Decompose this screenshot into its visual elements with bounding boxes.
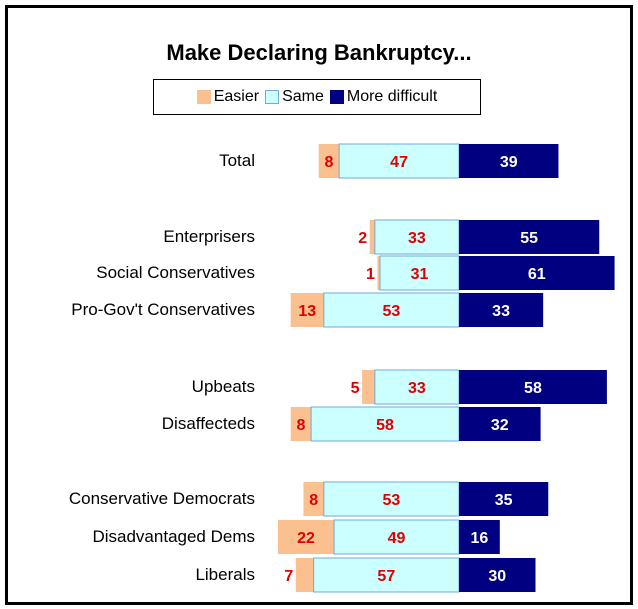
bar-more-difficult-conservative-democrats	[459, 482, 549, 516]
data-label-same-disaffecteds: 58	[376, 417, 394, 434]
category-label-social-conservatives: Social Conservatives	[96, 263, 255, 282]
data-label-same-pro-gov-t-conservatives: 53	[383, 303, 401, 320]
data-label-more-difficult-pro-gov-t-conservatives: 33	[492, 303, 510, 320]
data-label-easier-social-conservatives: 1	[366, 266, 375, 283]
data-label-more-difficult-disaffecteds: 32	[491, 417, 509, 434]
data-label-more-difficult-enterprisers: 55	[520, 230, 538, 247]
bar-easier-disadvantaged-dems	[277, 520, 335, 554]
data-label-more-difficult-social-conservatives: 61	[528, 266, 546, 283]
data-label-same-enterprisers: 33	[408, 230, 426, 247]
data-label-easier-pro-gov-t-conservatives: 13	[298, 303, 316, 320]
bar-easier-pro-gov-t-conservatives	[290, 293, 324, 327]
legend-item-more-difficult: More difficult	[329, 88, 438, 106]
data-label-easier-enterprisers: 2	[358, 230, 367, 247]
data-label-same-liberals: 57	[377, 568, 395, 585]
data-label-easier-disadvantaged-dems: 22	[297, 530, 315, 547]
bar-same-disaffecteds	[310, 406, 460, 442]
bar-same-pro-gov-t-conservatives	[323, 292, 460, 328]
bar-same-total	[338, 143, 460, 179]
data-label-more-difficult-upbeats: 58	[524, 380, 542, 397]
legend-label-same: Same	[282, 88, 324, 105]
bar-more-difficult-disaffecteds	[459, 407, 541, 441]
data-label-more-difficult-liberals: 30	[488, 568, 506, 585]
category-label-conservative-democrats: Conservative Democrats	[68, 489, 255, 508]
bar-more-difficult-disadvantaged-dems	[459, 520, 500, 554]
chart-legend: Easier Same More difficult	[153, 79, 481, 115]
data-label-more-difficult-total: 39	[500, 154, 518, 171]
legend-item-easier: Easier	[196, 88, 260, 106]
data-label-same-social-conservatives: 31	[411, 266, 429, 283]
data-label-same-disadvantaged-dems: 49	[388, 530, 406, 547]
data-label-same-total: 47	[390, 154, 408, 171]
bar-easier-upbeats	[362, 370, 375, 404]
bar-easier-liberals	[295, 558, 314, 592]
legend-label-more-difficult: More difficult	[346, 88, 438, 105]
category-label-pro-gov-t-conservatives: Pro-Gov't Conservatives	[71, 300, 255, 319]
bar-same-disadvantaged-dems	[333, 519, 460, 555]
legend-swatch-easier	[196, 90, 211, 104]
data-label-same-upbeats: 33	[408, 380, 426, 397]
legend-item-same: Same	[265, 88, 324, 106]
legend-label-easier: Easier	[213, 88, 260, 105]
category-label-disadvantaged-dems: Disadvantaged Dems	[92, 527, 255, 546]
data-label-easier-conservative-democrats: 8	[309, 492, 318, 509]
category-label-total: Total	[219, 151, 255, 170]
data-label-easier-disaffecteds: 8	[296, 417, 305, 434]
bar-same-conservative-democrats	[323, 481, 460, 517]
data-label-easier-total: 8	[324, 154, 333, 171]
bar-easier-total	[318, 144, 340, 178]
legend-swatch-more-difficult	[329, 90, 344, 104]
category-label-enterprisers: Enterprisers	[163, 227, 255, 246]
data-label-same-conservative-democrats: 53	[383, 492, 401, 509]
bar-easier-disaffecteds	[290, 407, 312, 441]
data-label-easier-liberals: 7	[284, 568, 293, 585]
bar-more-difficult-total	[459, 144, 559, 178]
category-label-disaffecteds: Disaffecteds	[161, 414, 255, 433]
bar-more-difficult-liberals	[459, 558, 536, 592]
bar-easier-conservative-democrats	[303, 482, 324, 516]
category-label-upbeats: Upbeats	[191, 377, 255, 396]
bar-easier-social-conservatives	[377, 256, 380, 290]
category-label-liberals: Liberals	[195, 565, 255, 584]
bar-same-liberals	[313, 557, 460, 593]
data-label-more-difficult-conservative-democrats: 35	[495, 492, 513, 509]
bar-more-difficult-enterprisers	[459, 220, 600, 254]
bar-more-difficult-social-conservatives	[459, 256, 615, 290]
bar-same-upbeats	[374, 369, 460, 405]
bar-more-difficult-pro-gov-t-conservatives	[459, 293, 544, 327]
bar-more-difficult-upbeats	[459, 370, 607, 404]
bar-easier-enterprisers	[369, 220, 375, 254]
chart-title: Make Declaring Bankruptcy...	[166, 40, 472, 65]
data-label-easier-upbeats: 5	[351, 380, 360, 397]
data-label-more-difficult-disadvantaged-dems: 16	[471, 530, 489, 547]
legend-swatch-same	[265, 90, 280, 104]
